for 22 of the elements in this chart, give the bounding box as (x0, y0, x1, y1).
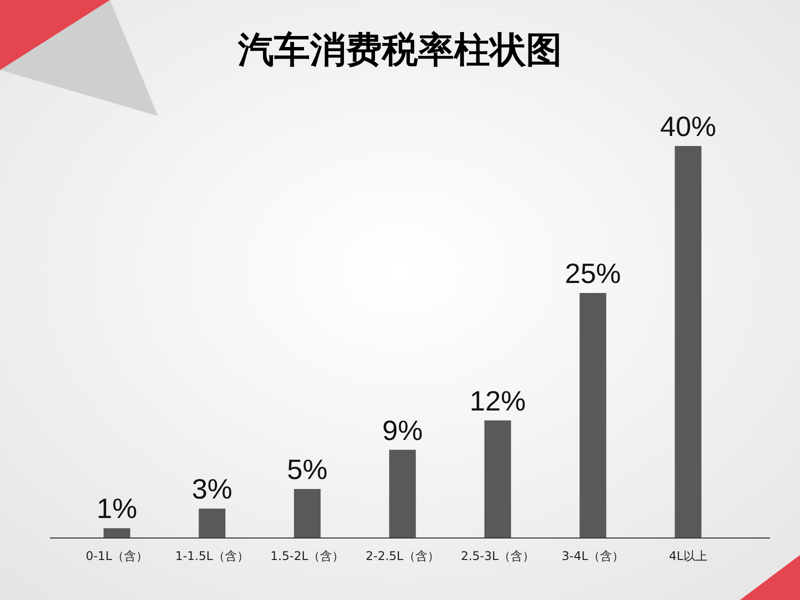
data-label: 3% (192, 474, 232, 505)
x-tick-label: 4L以上 (668, 549, 708, 563)
x-tick-label: 3-4L（含） (562, 549, 624, 563)
data-label: 5% (287, 454, 328, 485)
bar (198, 508, 226, 538)
x-tick-label: 1-1.5L（含） (175, 549, 249, 563)
x-tick-label: 0-1L（含） (86, 549, 148, 563)
x-tick-label: 2-2.5L（含） (366, 549, 440, 563)
data-label: 1% (96, 493, 138, 524)
bar (674, 146, 702, 538)
bar (294, 489, 321, 538)
x-tick-label: 2.5-3L（含） (460, 549, 535, 563)
bar (389, 450, 416, 538)
chart-title: 汽车消费税率柱状图 (237, 30, 562, 71)
bar (104, 528, 130, 538)
bar (580, 293, 606, 538)
data-label: 9% (382, 414, 423, 446)
data-label: 25% (564, 258, 621, 289)
x-tick-label: 1.5-2L（含） (270, 549, 344, 563)
bar (484, 420, 512, 538)
data-label: 12% (470, 385, 526, 416)
data-label: 40% (660, 111, 716, 142)
